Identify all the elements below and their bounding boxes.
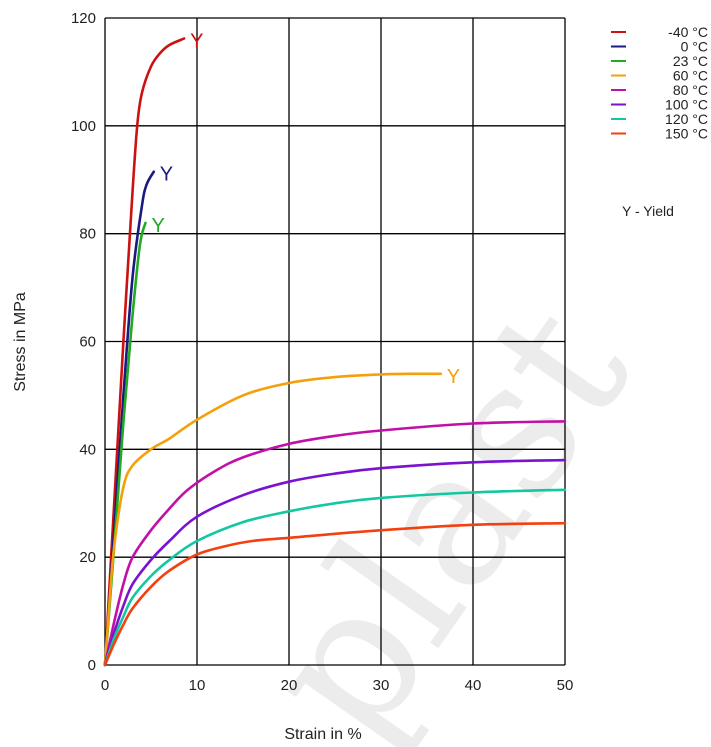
legend-label-4: 80 °C <box>673 82 708 98</box>
legend-label-1: 0 °C <box>681 39 708 55</box>
series-line-7 <box>103 521 567 667</box>
series-line-0 <box>103 37 186 667</box>
legend-label-3: 60 °C <box>673 68 708 84</box>
y-tick-label-5: 100 <box>71 118 96 135</box>
legend-label-5: 100 °C <box>665 97 708 113</box>
grid-lines <box>104 17 566 666</box>
y-tick-label-3: 60 <box>79 334 96 351</box>
legend-label-2: 23 °C <box>673 53 708 69</box>
series-line-4 <box>103 420 567 667</box>
x-axis-ticks: 0 10 20 30 40 50 <box>101 677 574 694</box>
y-axis-label: Stress in MPa <box>12 292 29 392</box>
y-tick-label-1: 20 <box>79 549 96 566</box>
yield-marker-1: Y <box>160 164 173 186</box>
yield-markers: Y Y Y Y <box>151 30 460 387</box>
yield-marker-3: Y <box>447 366 460 388</box>
yield-marker-2: Y <box>151 215 164 237</box>
y-tick-label-4: 80 <box>79 226 96 243</box>
series-line-6 <box>103 488 567 667</box>
y-tick-label-0: 0 <box>88 657 96 674</box>
x-tick-label-4: 40 <box>465 677 482 694</box>
series-line-3 <box>103 372 443 667</box>
x-tick-label-2: 20 <box>281 677 298 694</box>
y-tick-label-6: 120 <box>71 10 96 27</box>
legend-label-6: 120 °C <box>665 111 708 127</box>
y-axis-ticks: 0 20 40 60 80 100 120 <box>71 10 96 674</box>
x-tick-label-5: 50 <box>557 677 574 694</box>
yield-note: Y - Yield <box>622 203 674 219</box>
x-tick-label-1: 10 <box>189 677 206 694</box>
legend-label-0: -40 °C <box>668 24 708 40</box>
series-lines <box>103 37 567 667</box>
x-tick-label-0: 0 <box>101 677 109 694</box>
yield-marker-0: Y <box>190 30 203 52</box>
legend-label-7: 150 °C <box>665 126 708 142</box>
series-line-5 <box>103 458 567 667</box>
x-axis-label: Strain in % <box>284 726 361 743</box>
y-tick-label-2: 40 <box>79 441 96 458</box>
x-tick-label-3: 30 <box>373 677 390 694</box>
